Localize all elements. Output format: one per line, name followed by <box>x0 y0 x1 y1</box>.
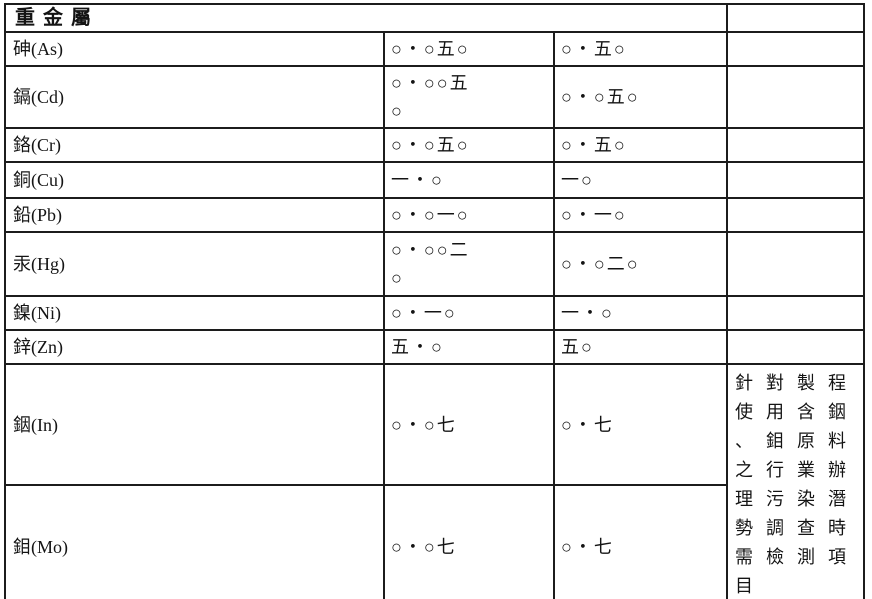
limit-value-cell: ○・五○ <box>552 127 729 163</box>
table-row: 重金屬 <box>3 3 866 33</box>
metal-label-cell: 鎘(Cd) <box>4 65 385 129</box>
metal-label-cell: 鉛(Pb) <box>4 197 385 233</box>
limit-value-cell: 一・○ <box>383 161 555 199</box>
empty-note-cell <box>726 329 866 365</box>
empty-note-cell <box>726 197 866 233</box>
empty-note-cell <box>726 127 866 163</box>
empty-note-cell <box>726 231 866 297</box>
metal-label-cell: 鉬(Mo) <box>4 484 385 599</box>
limit-value-cell: ○・○五○ <box>383 127 555 163</box>
limit-value-cell: ○・一○ <box>552 197 729 233</box>
limit-value-cell: 五○ <box>552 329 729 365</box>
table-row: 銦(In) ○・○七 ○・七 針對製程 使用含銦 、鉬原料 之行業辦 理污染潛 … <box>4 363 866 599</box>
limit-value-cell: ○・○七 <box>383 363 555 486</box>
table-row: 汞(Hg) ○・○○二 ○ ○・○二○ <box>4 231 866 297</box>
limit-value-cell: ○・五○ <box>552 31 729 67</box>
metal-label-cell: 銅(Cu) <box>4 161 385 199</box>
table-row: 鉬(Mo) ○・○七 ○・七 <box>4 484 864 599</box>
metal-label-cell: 汞(Hg) <box>4 231 385 297</box>
limit-value-cell: 一○ <box>552 161 729 199</box>
metal-label-cell: 鋅(Zn) <box>4 329 385 365</box>
limit-value-cell: ○・○五○ <box>383 31 555 67</box>
limit-value-cell: ○・一○ <box>383 295 555 331</box>
heavy-metals-table: 重金屬 砷(As) ○・○五○ ○・五○ 鎘(Cd) ○・○○五 ○ ○・○五○… <box>3 3 866 599</box>
limit-value-cell: 一・○ <box>552 295 729 331</box>
table-row: 鉻(Cr) ○・○五○ ○・五○ <box>4 127 866 163</box>
empty-note-cell <box>726 295 866 331</box>
metal-label-cell: 鉻(Cr) <box>4 127 385 163</box>
table-row: 鎘(Cd) ○・○○五 ○ ○・○五○ <box>4 65 866 129</box>
limit-value-cell: ○・七 <box>552 363 729 486</box>
limit-value-cell: 五・○ <box>383 329 555 365</box>
section-header-heavy-metals: 重金屬 <box>3 3 729 33</box>
metal-label-cell: 砷(As) <box>4 31 385 67</box>
table-row: 銅(Cu) 一・○ 一○ <box>4 161 866 199</box>
empty-note-cell <box>726 31 866 67</box>
empty-note-cell <box>726 161 866 199</box>
limit-value-cell: ○・○七 <box>383 484 555 599</box>
empty-note-cell <box>726 3 866 33</box>
limit-value-cell: ○・七 <box>552 484 729 599</box>
metal-label-cell: 鎳(Ni) <box>4 295 385 331</box>
merged-note-cell: 針對製程 使用含銦 、鉬原料 之行業辦 理污染潛 勢調查時 需檢測項 目 <box>726 363 866 599</box>
table-row: 鋅(Zn) 五・○ 五○ <box>4 329 866 365</box>
empty-note-cell <box>726 65 866 129</box>
table-row: 鉛(Pb) ○・○一○ ○・一○ <box>4 197 866 233</box>
limit-value-cell: ○・○○五 ○ <box>383 65 555 129</box>
limit-value-cell: ○・○○二 ○ <box>383 231 555 297</box>
table-row: 砷(As) ○・○五○ ○・五○ <box>4 31 866 67</box>
table-row: 鎳(Ni) ○・一○ 一・○ <box>4 295 866 331</box>
metal-label-cell: 銦(In) <box>4 363 385 486</box>
limit-value-cell: ○・○一○ <box>383 197 555 233</box>
limit-value-cell: ○・○二○ <box>552 231 729 297</box>
limit-value-cell: ○・○五○ <box>552 65 729 129</box>
